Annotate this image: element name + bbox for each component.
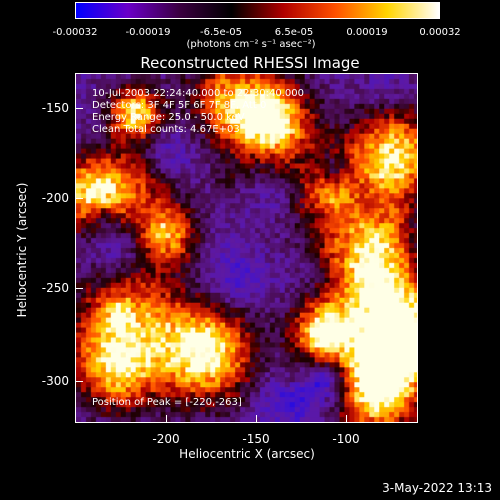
- colorbar-tick: 0.00019: [346, 27, 388, 38]
- solar-image: 10-Jul-2003 22:24:40.000 to 22:30:40.000…: [75, 73, 418, 423]
- colorbar-tick: -0.00019: [125, 27, 171, 38]
- colorbar: [75, 2, 440, 19]
- y-tick-mark: [75, 108, 83, 109]
- y-tick-label: -250: [41, 281, 69, 295]
- peak-position-text: Position of Peak = [-220,-263]: [92, 397, 242, 408]
- x-tick-mark: [166, 415, 167, 423]
- y-tick-mark: [75, 198, 83, 199]
- heatmap-canvas: [76, 74, 417, 422]
- y-tick-mark: [75, 288, 83, 289]
- method-text: Clean Total counts: 4.67E+03: [92, 124, 240, 135]
- time-range-text: 10-Jul-2003 22:24:40.000 to 22:30:40.000: [92, 88, 304, 99]
- image-title: Reconstructed RHESSI Image: [140, 54, 360, 72]
- colorbar-units: (photons cm⁻² s⁻¹ asec⁻²): [186, 39, 316, 50]
- x-tick-label: -100: [332, 432, 360, 446]
- x-tick-mark: [346, 415, 347, 423]
- y-tick-mark: [75, 381, 83, 382]
- detectors-text: Detectors: 3F 4F 5F 6F 7F 8F, Att 0: [92, 100, 267, 111]
- x-axis-label: Heliocentric X (arcsec): [179, 447, 315, 461]
- x-tick-mark: [256, 415, 257, 423]
- x-tick-label: -150: [242, 432, 270, 446]
- y-tick-label: -300: [41, 374, 69, 388]
- colorbar-tick: 6.5e-05: [274, 27, 314, 38]
- y-tick-label: -200: [41, 191, 69, 205]
- x-tick-label: -200: [152, 432, 180, 446]
- colorbar-tick: -0.00032: [52, 27, 98, 38]
- colorbar-tick: 0.00032: [419, 27, 461, 38]
- y-axis-label: Heliocentric Y (arcsec): [15, 182, 29, 318]
- y-tick-label: -150: [41, 101, 69, 115]
- colorbar-tick: -6.5e-05: [200, 27, 242, 38]
- energy-range-text: Energy Range: 25.0 - 50.0 keV: [92, 112, 245, 123]
- timestamp: 3-May-2022 13:13: [382, 481, 492, 495]
